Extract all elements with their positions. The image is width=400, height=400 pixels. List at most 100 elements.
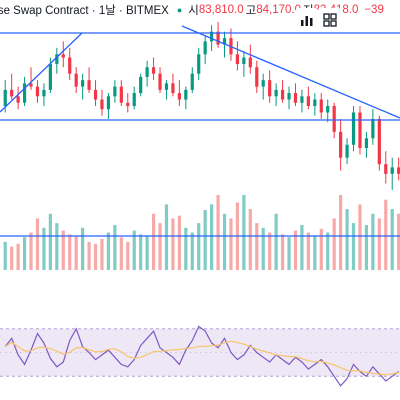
candle-body [339,131,343,158]
candle-body [261,80,265,87]
volume-bar [332,218,336,270]
volume-bar [229,218,233,270]
candle-body [210,31,214,42]
volume-bar [10,246,14,270]
volume-bar [397,213,400,270]
candle-body [158,73,162,90]
candle-body [274,89,278,97]
high-label: 고 [245,5,257,17]
candle-body [313,99,317,106]
candle-body [255,67,259,87]
trendline[interactable] [0,32,83,113]
candle-body [351,112,356,145]
volume-bar [351,223,356,270]
volume-bar [313,236,317,270]
trendline[interactable] [181,25,400,119]
volume-bar [222,213,227,270]
candle-body [390,167,394,174]
candle-body [326,106,330,113]
fullscreen-icon[interactable] [318,8,342,32]
volume-bar [197,223,201,270]
candle-body [184,89,188,100]
candle-body [377,118,381,165]
volume-bar [106,232,111,270]
volume-bar [3,241,7,270]
volume-bar [35,218,40,270]
volume-bar [319,228,323,270]
trendlines[interactable] [0,25,400,237]
high-value: 84,170.0 [256,4,301,16]
volume-bar [55,223,59,270]
volume-bar [74,236,78,270]
candle-body [119,86,123,103]
volume-bar [132,230,136,270]
candle-body [242,57,246,64]
volume-bar [390,209,394,270]
candle-body [300,96,304,103]
candle-body [287,93,291,100]
symbol-title[interactable]: rse Swap Contract · 1날 · BITMEX [0,5,169,17]
volume-bar [61,230,65,270]
open-label: 시 [188,5,199,17]
volume-bar [210,204,214,270]
volume-bar [113,225,117,270]
volume-bar [81,227,85,270]
candle-body [132,93,136,106]
volume-bar [139,234,143,270]
candle-body [35,86,40,97]
rsi-ma-line [4,340,399,376]
volume-bar [261,227,265,270]
volume-bar [100,239,104,270]
volume-bar [158,223,162,270]
candle-body [203,41,207,55]
candle-body [293,93,298,103]
candle-body [345,144,349,158]
candle-body [48,64,52,90]
candle-body [55,54,59,64]
volume-bar [171,218,175,270]
volume-bar [151,213,156,270]
candle-body [216,31,220,45]
volume-bar [87,241,91,270]
volume-bars [3,195,400,270]
volume-bar [145,236,149,270]
volume-bar [190,232,194,270]
candle-body [3,89,7,106]
candle-body [100,99,104,110]
candle-body [61,54,65,58]
candle-body [10,89,14,97]
volume-bar [203,210,207,270]
rsi-lines [4,325,400,387]
volume-bar [300,225,304,270]
candle-body [332,106,336,132]
volume-bar [358,204,362,270]
candle-body [197,54,201,74]
volume-bar [293,230,298,270]
volume-bar [339,195,343,270]
candle-body [164,83,169,90]
market-status-icon: ● [176,5,183,15]
volume-bar [384,199,388,270]
candle-body [358,112,362,148]
candle-body [113,86,117,97]
candle-body [222,38,227,45]
candle-body [177,93,181,100]
volume-bar [68,234,72,270]
candle-body [151,67,156,74]
volume-bar [371,213,375,270]
volume-bar [268,232,272,270]
candle-body [171,83,175,94]
candle-body [93,89,98,100]
candle-body [145,67,149,77]
candle-body [371,118,375,139]
indicators-icon[interactable] [295,8,319,32]
volume-bar [16,243,20,270]
candle-body [364,138,369,148]
volume-bar [48,213,52,270]
candle-body [126,102,130,106]
candle-body [248,57,252,68]
volume-bar [242,195,246,270]
volume-bar [274,213,278,270]
